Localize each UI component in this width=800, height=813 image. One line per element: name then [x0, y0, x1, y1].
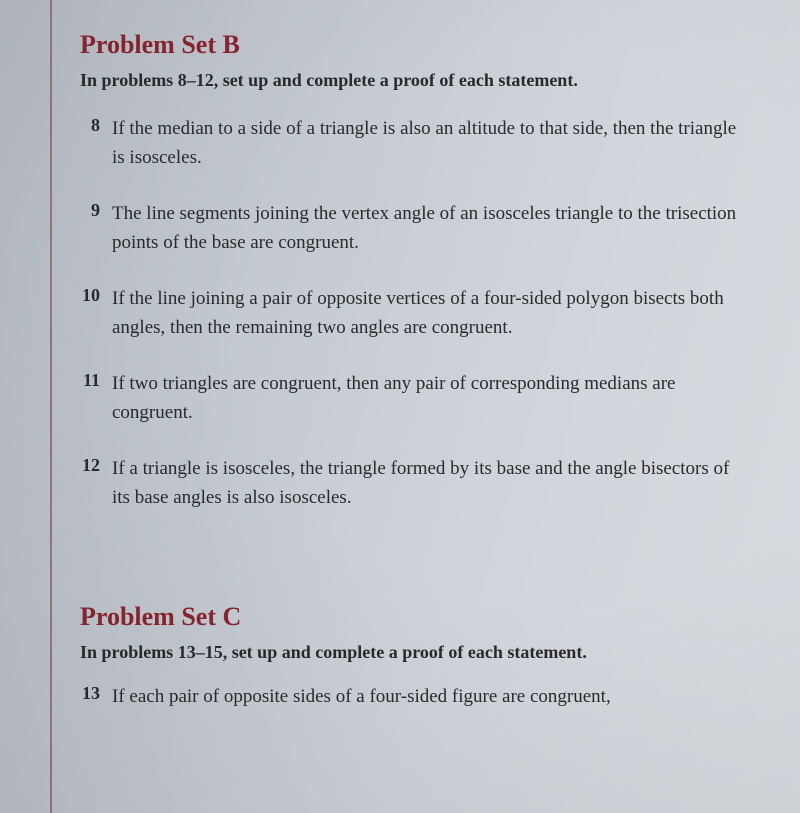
problem-number: 10 — [80, 285, 112, 306]
problem-item: 8 If the median to a side of a triangle … — [80, 115, 750, 172]
problem-text: If a triangle is isosceles, the triangle… — [112, 455, 750, 512]
problem-number: 11 — [80, 370, 112, 391]
problem-item: 13 If each pair of opposite sides of a f… — [80, 683, 750, 712]
section-c-subtitle: In problems 13–15, set up and complete a… — [80, 640, 750, 665]
problem-item: 10 If the line joining a pair of opposit… — [80, 285, 750, 342]
section-c-title: Problem Set C — [80, 602, 750, 632]
problem-number: 8 — [80, 115, 112, 136]
problem-text: The line segments joining the vertex ang… — [112, 200, 750, 257]
problem-item: 12 If a triangle is isosceles, the trian… — [80, 455, 750, 512]
section-b-subtitle: In problems 8–12, set up and complete a … — [80, 68, 750, 93]
problem-number: 9 — [80, 200, 112, 221]
problem-text: If each pair of opposite sides of a four… — [112, 683, 750, 712]
problem-text: If the line joining a pair of opposite v… — [112, 285, 750, 342]
problem-number: 13 — [80, 683, 112, 704]
problem-set-b: Problem Set B In problems 8–12, set up a… — [80, 30, 750, 512]
problem-text: If the median to a side of a triangle is… — [112, 115, 750, 172]
textbook-page: Problem Set B In problems 8–12, set up a… — [0, 0, 800, 712]
section-b-title: Problem Set B — [80, 30, 750, 60]
problem-set-c: Problem Set C In problems 13–15, set up … — [80, 602, 750, 712]
problem-text: If two triangles are congruent, then any… — [112, 370, 750, 427]
problem-number: 12 — [80, 455, 112, 476]
problem-item: 11 If two triangles are congruent, then … — [80, 370, 750, 427]
problem-item: 9 The line segments joining the vertex a… — [80, 200, 750, 257]
